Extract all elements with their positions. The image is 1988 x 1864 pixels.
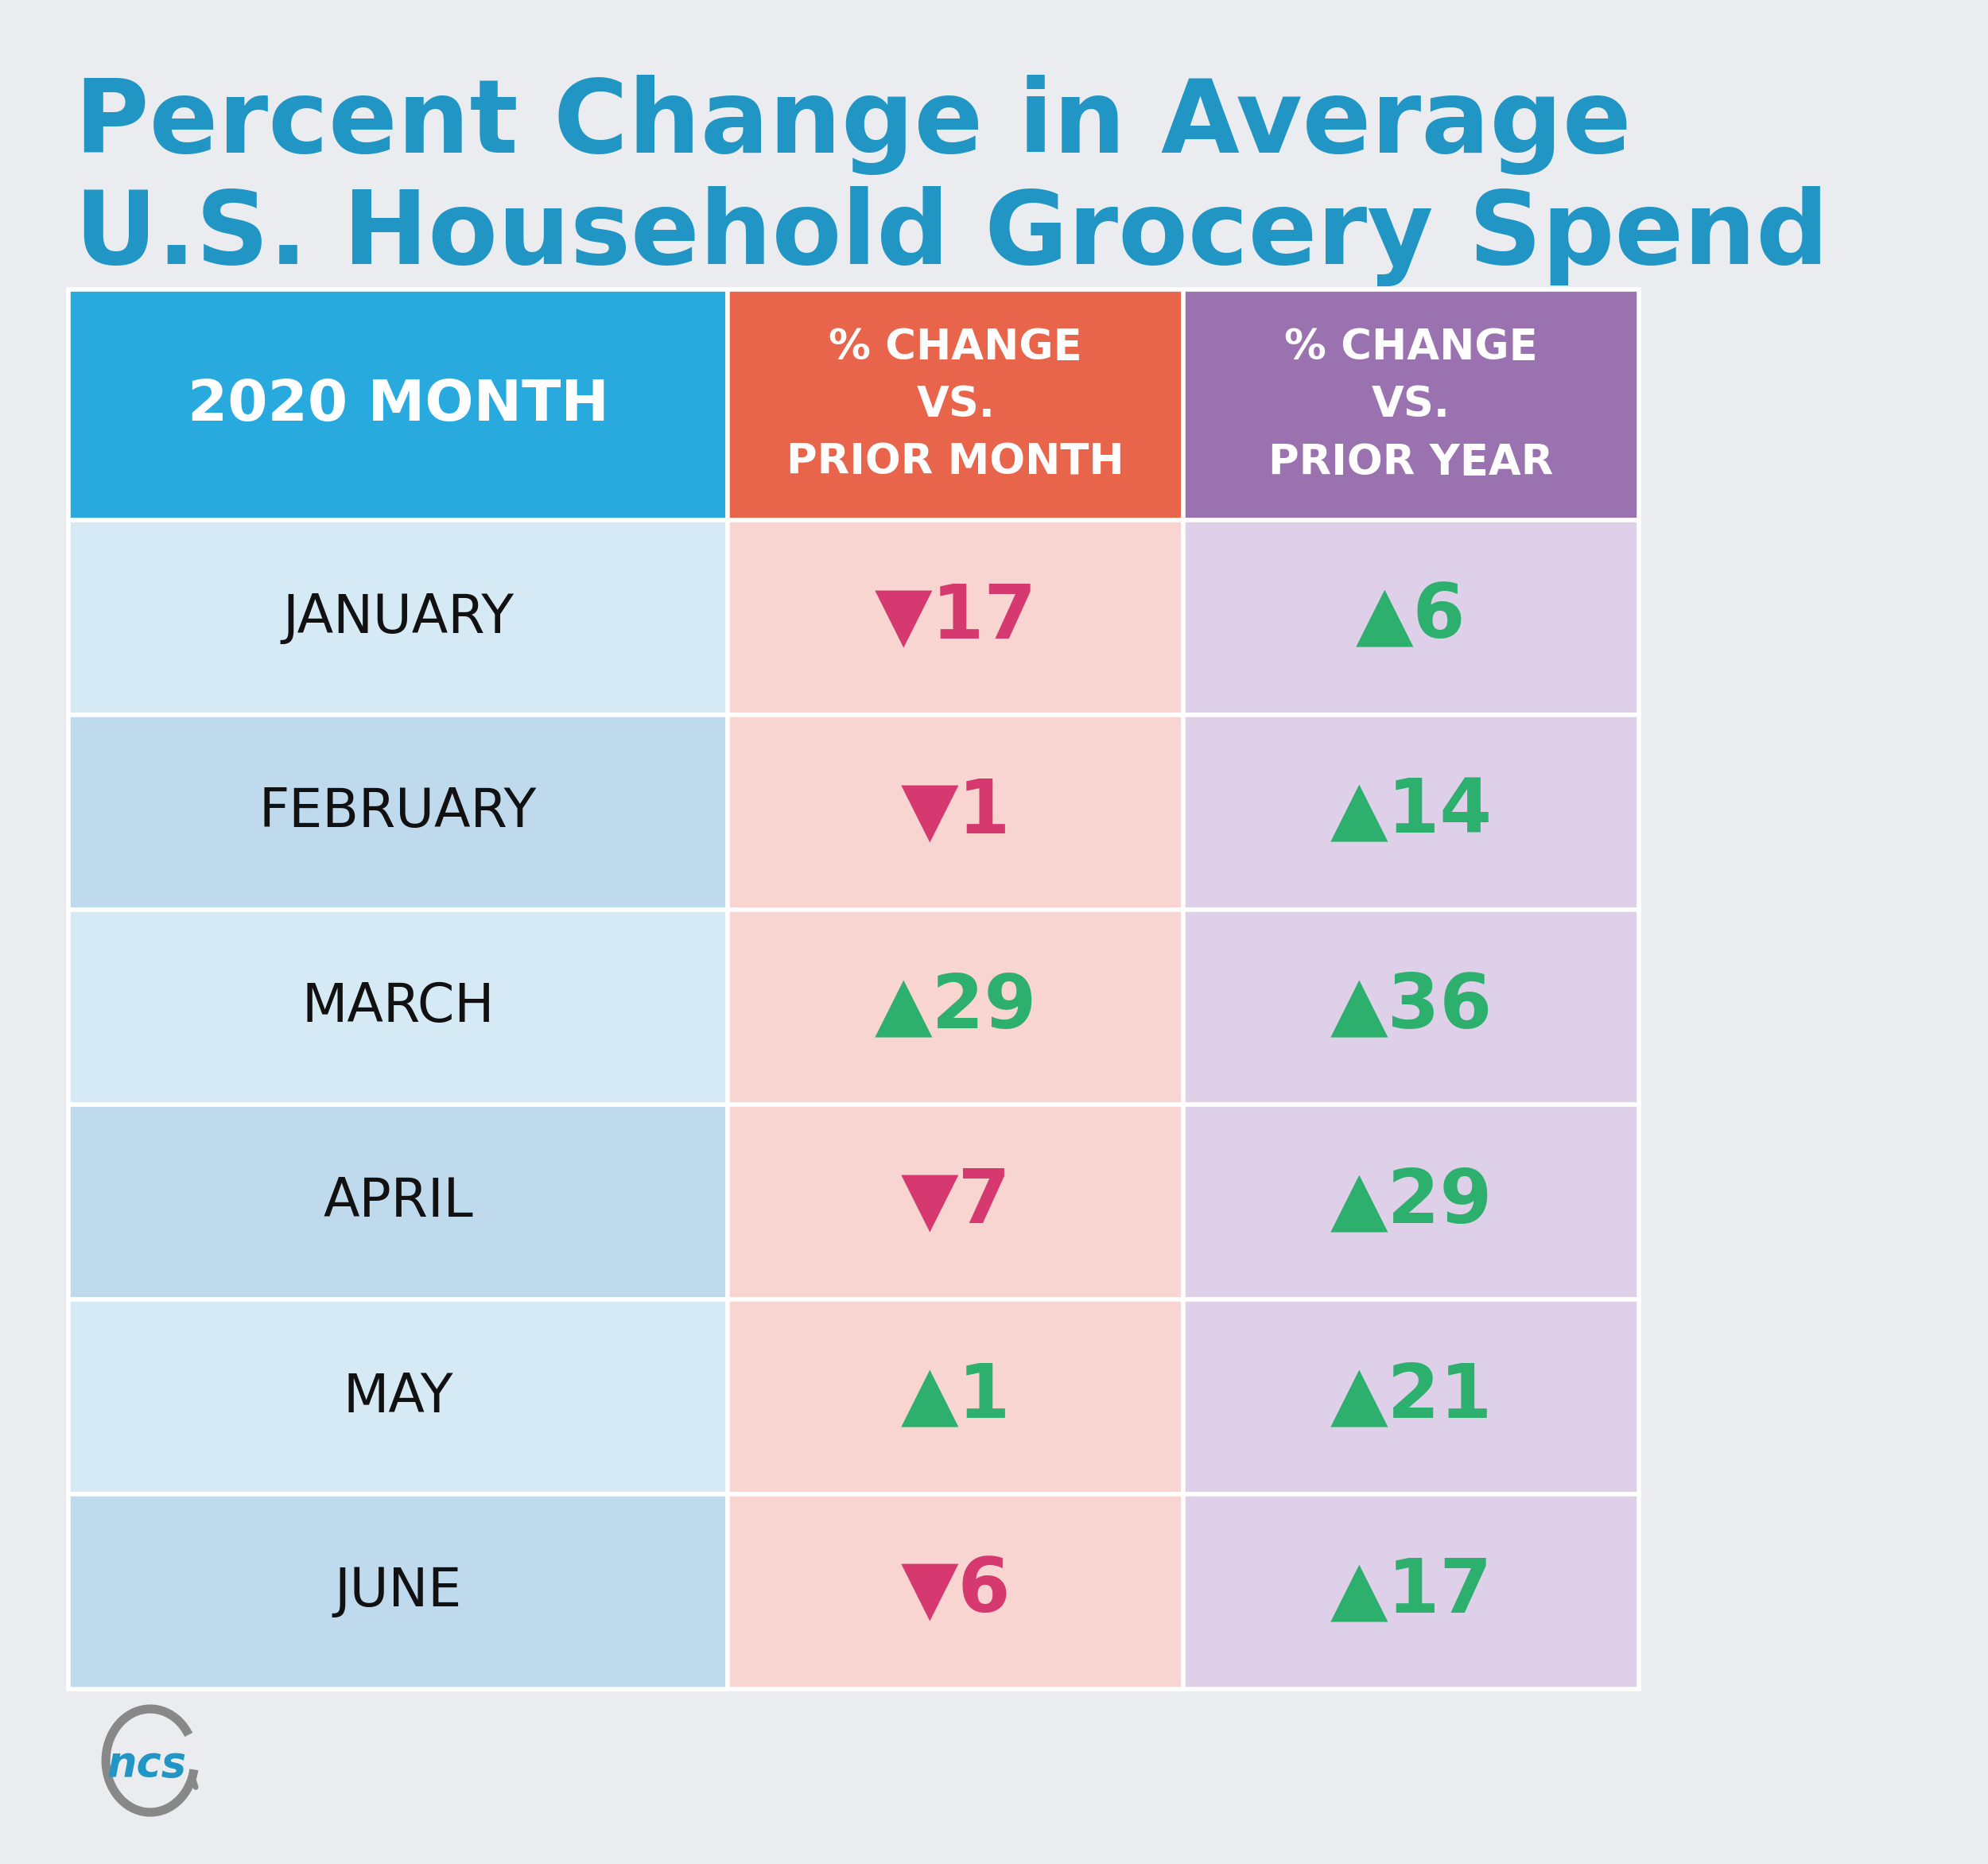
Text: ▼17: ▼17 xyxy=(875,582,1036,654)
FancyBboxPatch shape xyxy=(728,910,1183,1105)
Text: ▲1: ▲1 xyxy=(901,1361,1010,1433)
FancyBboxPatch shape xyxy=(68,1105,728,1299)
Text: ▲36: ▲36 xyxy=(1330,971,1493,1044)
FancyBboxPatch shape xyxy=(1183,520,1638,716)
FancyBboxPatch shape xyxy=(68,716,728,910)
FancyBboxPatch shape xyxy=(68,1495,728,1689)
FancyBboxPatch shape xyxy=(728,520,1183,716)
Text: % CHANGE
VS.
PRIOR YEAR: % CHANGE VS. PRIOR YEAR xyxy=(1268,326,1553,483)
Text: ncs: ncs xyxy=(107,1745,187,1786)
Text: MARCH: MARCH xyxy=(302,980,495,1033)
Text: APRIL: APRIL xyxy=(322,1176,473,1228)
Text: Percent Change in Average: Percent Change in Average xyxy=(76,75,1632,175)
FancyBboxPatch shape xyxy=(68,520,728,716)
Text: ▲29: ▲29 xyxy=(1330,1165,1493,1238)
FancyBboxPatch shape xyxy=(728,716,1183,910)
Text: JANUARY: JANUARY xyxy=(282,591,513,643)
FancyBboxPatch shape xyxy=(728,1495,1183,1689)
Text: ▼6: ▼6 xyxy=(901,1555,1010,1629)
FancyBboxPatch shape xyxy=(728,289,1183,520)
Text: ▲14: ▲14 xyxy=(1330,775,1493,848)
Text: ▲6: ▲6 xyxy=(1356,582,1465,654)
FancyBboxPatch shape xyxy=(1183,716,1638,910)
Text: U.S. Household Grocery Spend: U.S. Household Grocery Spend xyxy=(76,186,1829,287)
Text: ▼7: ▼7 xyxy=(901,1165,1010,1238)
Text: JUNE: JUNE xyxy=(334,1566,461,1618)
Text: 2020 MONTH: 2020 MONTH xyxy=(187,377,608,432)
Text: ▼1: ▼1 xyxy=(901,775,1010,848)
Text: ▲29: ▲29 xyxy=(875,971,1038,1044)
FancyBboxPatch shape xyxy=(1183,910,1638,1105)
FancyBboxPatch shape xyxy=(68,1299,728,1495)
Text: ▲17: ▲17 xyxy=(1330,1555,1493,1629)
Text: % CHANGE
VS.
PRIOR MONTH: % CHANGE VS. PRIOR MONTH xyxy=(787,326,1125,483)
FancyBboxPatch shape xyxy=(1183,1299,1638,1495)
FancyBboxPatch shape xyxy=(728,1299,1183,1495)
FancyBboxPatch shape xyxy=(1183,289,1638,520)
FancyBboxPatch shape xyxy=(1183,1105,1638,1299)
Text: ▲21: ▲21 xyxy=(1330,1361,1493,1433)
FancyBboxPatch shape xyxy=(1183,1495,1638,1689)
FancyBboxPatch shape xyxy=(68,910,728,1105)
FancyBboxPatch shape xyxy=(68,289,728,520)
FancyBboxPatch shape xyxy=(728,1105,1183,1299)
Text: FEBRUARY: FEBRUARY xyxy=(258,787,537,839)
Text: MAY: MAY xyxy=(344,1370,453,1422)
